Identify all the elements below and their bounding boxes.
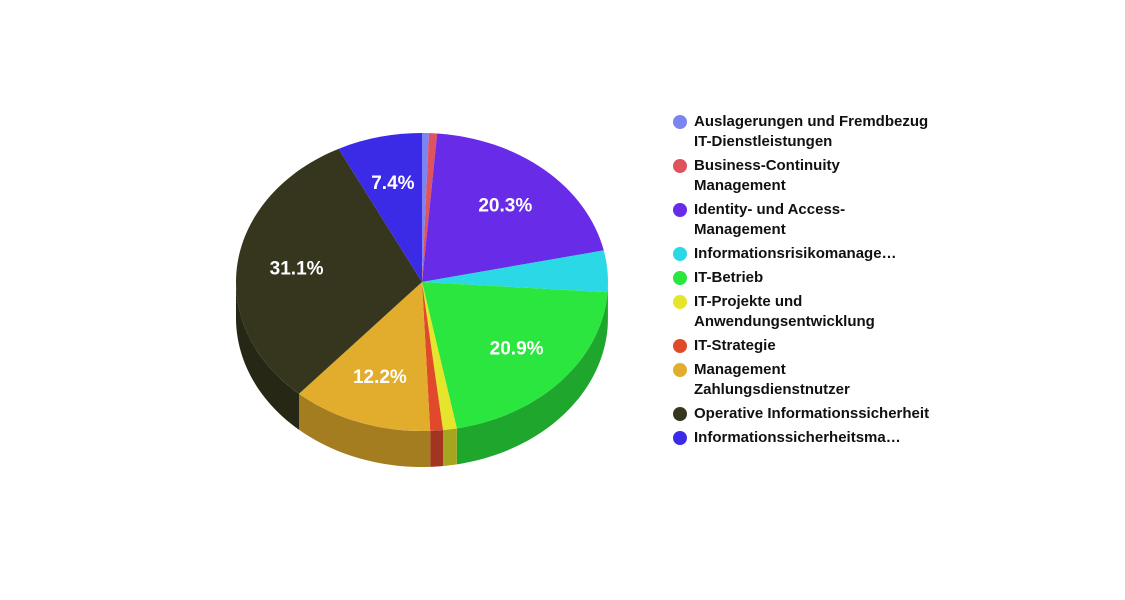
legend-swatch-icon [673, 271, 687, 285]
legend-swatch-icon [673, 295, 687, 309]
legend-label: Informationssicherheitsma… [694, 429, 901, 446]
legend-swatch-icon [673, 363, 687, 377]
legend-label: Auslagerungen und Fremdbezug IT-Dienstle… [694, 113, 929, 150]
pie-side-4 [456, 292, 608, 465]
pie-data-labels: 20.3% 20.9% 12.2% 31.1% 7.4% [270, 173, 544, 388]
legend-swatch-icon [673, 339, 687, 353]
legend-swatch-icon [673, 203, 687, 217]
pie-side-7 [299, 393, 431, 467]
legend-label: Identity- und Access-Management [694, 201, 846, 238]
legend-item-8[interactable]: Operative Informationssicherheit [672, 404, 952, 424]
pie-slice-3 [422, 250, 609, 293]
pie-top-faces [236, 133, 609, 432]
legend-item-5[interactable]: IT-Projekte und Anwendungsentwicklung [672, 292, 952, 332]
legend-swatch-icon [673, 115, 687, 129]
legend-label: IT-Betrieb [694, 269, 764, 286]
slice-data-label-8: 31.1% [270, 259, 324, 280]
legend-label: IT-Projekte und Anwendungsentwicklung [694, 293, 875, 330]
legend-item-0[interactable]: Auslagerungen und Fremdbezug IT-Dienstle… [672, 112, 952, 152]
legend-label: Management Zahlungsdienstnutzer [694, 361, 850, 398]
legend-item-9[interactable]: Informationssicherheitsma… [672, 428, 952, 448]
legend-label: Operative Informationssicherheit [694, 405, 930, 422]
pie-slice-0 [422, 133, 430, 282]
slice-data-label-2: 20.3% [478, 195, 532, 216]
pie-sides [236, 282, 608, 467]
pie-side-8 [236, 282, 299, 430]
pie-slice-6 [422, 282, 443, 431]
legend-item-7[interactable]: Management Zahlungsdienstnutzer [672, 360, 952, 400]
legend-swatch-icon [673, 431, 687, 445]
pie-side-5 [442, 428, 457, 467]
pie-slice-9 [338, 133, 422, 282]
legend-swatch-icon [673, 407, 687, 421]
legend-item-2[interactable]: Identity- und Access-Management [672, 200, 952, 240]
legend-swatch-icon [673, 247, 687, 261]
legend-item-1[interactable]: Business-Continuity Management [672, 156, 952, 196]
slice-data-label-7: 12.2% [353, 367, 407, 388]
legend-label: IT-Strategie [694, 337, 776, 354]
pie-slice-5 [422, 282, 457, 431]
legend-item-3[interactable]: Informationsrisikomanage… [672, 244, 952, 264]
legend-label: Informationsrisikomanage… [694, 245, 897, 262]
pie-slice-2 [422, 133, 604, 282]
legend-swatch-icon [673, 159, 687, 173]
legend-item-6[interactable]: IT-Strategie [672, 336, 952, 356]
pie-slice-1 [422, 133, 438, 282]
legend-item-4[interactable]: IT-Betrieb [672, 268, 952, 288]
pie-slice-7 [299, 282, 431, 432]
legend-label: Business-Continuity Management [694, 157, 840, 194]
pie-slice-8 [236, 148, 422, 394]
slice-data-label-4: 20.9% [490, 339, 544, 360]
pie-side-6 [430, 430, 443, 467]
slice-data-label-9: 7.4% [371, 173, 414, 194]
pie-slice-4 [422, 282, 608, 429]
chart-legend: Auslagerungen und Fremdbezug IT-Dienstle… [672, 112, 952, 452]
